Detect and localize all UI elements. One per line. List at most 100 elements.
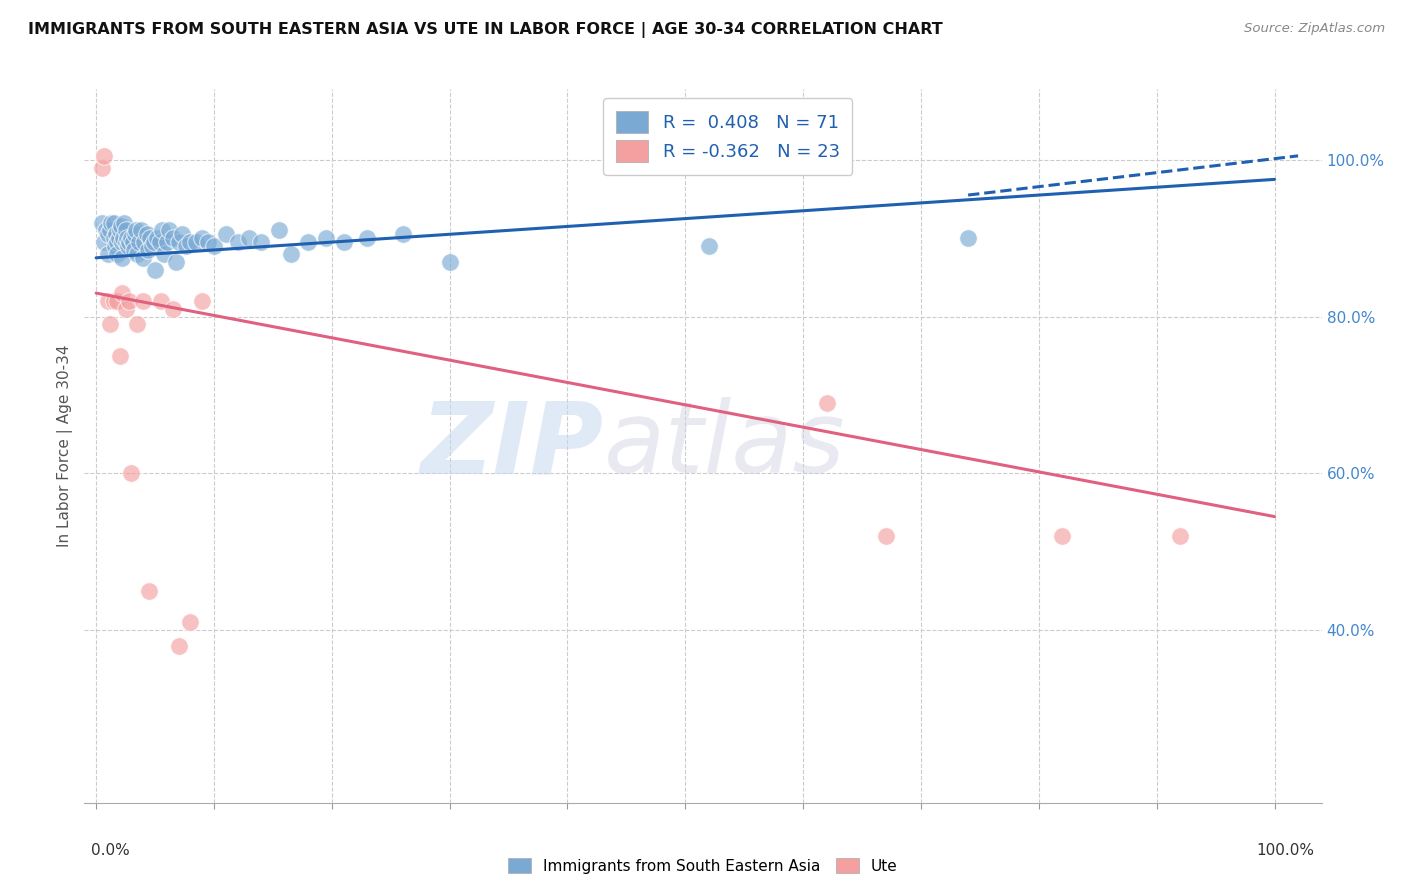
Point: [97, 293, 120, 308]
Point: [191, 231, 214, 245]
Text: ZIP: ZIP: [420, 398, 605, 494]
Point: [107, 231, 129, 245]
Point: [134, 235, 156, 249]
Point: [124, 227, 146, 242]
Point: [129, 223, 152, 237]
Point: [172, 227, 194, 242]
Text: 100.0%: 100.0%: [1257, 843, 1315, 858]
Point: [250, 235, 273, 249]
Point: [128, 235, 150, 249]
Point: [111, 286, 134, 301]
Point: [139, 231, 162, 245]
Point: [121, 231, 143, 245]
Point: [1052, 529, 1074, 543]
Point: [114, 223, 136, 237]
Point: [150, 223, 173, 237]
Point: [112, 215, 135, 229]
Point: [142, 235, 165, 249]
Point: [105, 247, 128, 261]
Point: [143, 262, 166, 277]
Point: [108, 223, 131, 237]
Point: [103, 215, 125, 229]
Point: [91, 161, 114, 175]
Point: [91, 215, 114, 229]
Point: [197, 235, 219, 249]
Legend: Immigrants from South Eastern Asia, Ute: Immigrants from South Eastern Asia, Ute: [502, 852, 904, 880]
Point: [356, 231, 378, 245]
Point: [215, 227, 238, 242]
Point: [114, 301, 136, 316]
Point: [97, 227, 120, 242]
Point: [162, 301, 184, 316]
Point: [110, 219, 132, 234]
Point: [100, 215, 122, 229]
Point: [105, 293, 128, 308]
Point: [111, 251, 134, 265]
Point: [108, 349, 131, 363]
Point: [127, 247, 149, 261]
Point: [97, 247, 120, 261]
Point: [117, 239, 139, 253]
Point: [104, 239, 127, 253]
Point: [280, 247, 302, 261]
Point: [138, 584, 160, 599]
Point: [146, 231, 169, 245]
Point: [179, 615, 201, 630]
Point: [111, 235, 134, 249]
Point: [114, 235, 136, 249]
Point: [98, 318, 121, 332]
Point: [267, 223, 290, 237]
Point: [875, 529, 897, 543]
Point: [149, 293, 172, 308]
Point: [112, 231, 135, 245]
Point: [167, 235, 190, 249]
Point: [149, 235, 172, 249]
Point: [1168, 529, 1191, 543]
Point: [135, 227, 157, 242]
Point: [122, 243, 145, 257]
Point: [157, 223, 180, 237]
Point: [174, 239, 197, 253]
Point: [439, 254, 461, 268]
Text: Source: ZipAtlas.com: Source: ZipAtlas.com: [1244, 22, 1385, 36]
Point: [94, 223, 117, 237]
Point: [153, 247, 176, 261]
Point: [297, 235, 319, 249]
Point: [162, 231, 184, 245]
Point: [391, 227, 413, 242]
Point: [136, 243, 159, 257]
Point: [93, 149, 115, 163]
Text: atlas: atlas: [605, 398, 845, 494]
Point: [179, 235, 201, 249]
Point: [156, 235, 179, 249]
Text: 0.0%: 0.0%: [91, 843, 131, 858]
Point: [238, 231, 260, 245]
Point: [332, 235, 354, 249]
Point: [105, 227, 128, 242]
Point: [165, 254, 187, 268]
Point: [697, 239, 720, 253]
Point: [957, 231, 980, 245]
Point: [132, 251, 155, 265]
Point: [118, 293, 141, 308]
Point: [202, 239, 225, 253]
Point: [127, 318, 149, 332]
Point: [105, 235, 128, 249]
Legend: R =  0.408   N = 71, R = -0.362   N = 23: R = 0.408 N = 71, R = -0.362 N = 23: [603, 98, 852, 175]
Point: [121, 235, 143, 249]
Point: [125, 223, 148, 237]
Point: [226, 235, 249, 249]
Point: [103, 231, 125, 245]
Point: [815, 396, 838, 410]
Point: [186, 235, 208, 249]
Point: [93, 235, 115, 249]
Point: [132, 293, 155, 308]
Point: [141, 239, 163, 253]
Point: [103, 293, 125, 308]
Point: [98, 223, 121, 237]
Point: [115, 231, 138, 245]
Point: [167, 639, 190, 653]
Y-axis label: In Labor Force | Age 30-34: In Labor Force | Age 30-34: [58, 344, 73, 548]
Point: [315, 231, 337, 245]
Point: [121, 467, 143, 481]
